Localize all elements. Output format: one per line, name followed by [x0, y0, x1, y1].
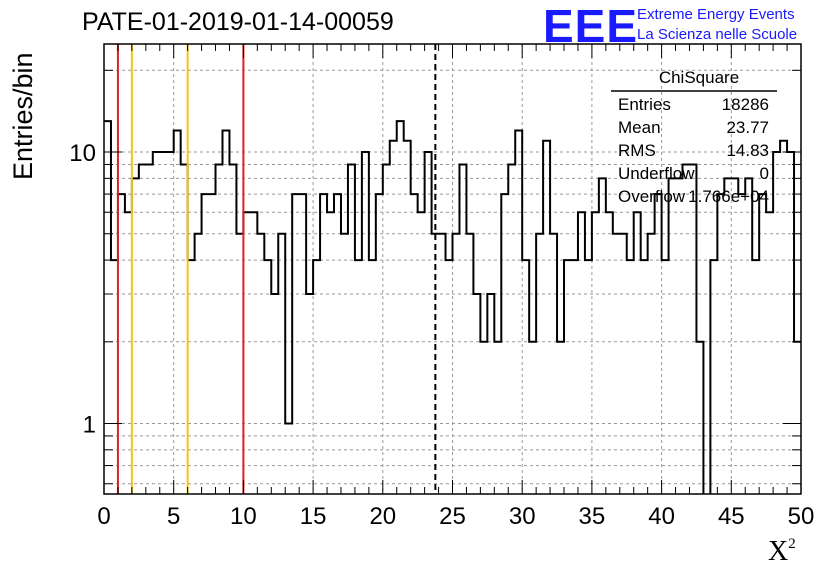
stats-row-label: Entries: [618, 95, 671, 114]
stats-row-value: 18286: [722, 95, 769, 114]
y-tick-label: 10: [69, 140, 96, 167]
stats-row-label: Mean: [618, 118, 661, 137]
x-tick-label: 45: [718, 503, 745, 530]
stats-row-value: 0: [760, 164, 769, 183]
logo-line-1: Extreme Energy Events: [637, 6, 795, 23]
y-tick-label: 1: [83, 412, 96, 439]
x-tick-label: 25: [439, 503, 466, 530]
stats-row-value: 23.77: [726, 118, 769, 137]
x-tick-label: 15: [300, 503, 327, 530]
x-axis-label-text: X: [768, 536, 789, 567]
x-axis-label: X2: [768, 536, 796, 568]
stats-row-value: 14.83: [726, 141, 769, 160]
x-tick-label: 35: [579, 503, 606, 530]
y-axis-label: Entries/bin: [8, 52, 38, 180]
stats-row-value: 1.766e+04: [688, 187, 769, 206]
chart-title: PATE-01-2019-01-14-00059: [82, 8, 394, 36]
x-tick-label: 20: [369, 503, 396, 530]
stats-row-label: Underflow: [618, 164, 695, 183]
stats-box-title: ChiSquare: [659, 68, 739, 87]
logo-line-2: La Scienza nelle Scuole: [637, 26, 798, 43]
logo-mark: EEE: [543, 0, 639, 52]
x-tick-label: 10: [230, 503, 257, 530]
x-tick-label: 5: [167, 503, 180, 530]
x-axis-label-superscript: 2: [788, 535, 796, 552]
x-tick-label: 30: [509, 503, 536, 530]
eee-logo: EEE Extreme Energy Events La Scienza nel…: [543, 0, 833, 52]
stats-row-label: Overflow: [618, 187, 686, 206]
histogram-series-line: [104, 120, 801, 494]
stats-row-label: RMS: [618, 141, 656, 160]
x-tick-label: 0: [97, 503, 110, 530]
x-tick-label: 50: [788, 503, 815, 530]
x-tick-label: 40: [648, 503, 675, 530]
